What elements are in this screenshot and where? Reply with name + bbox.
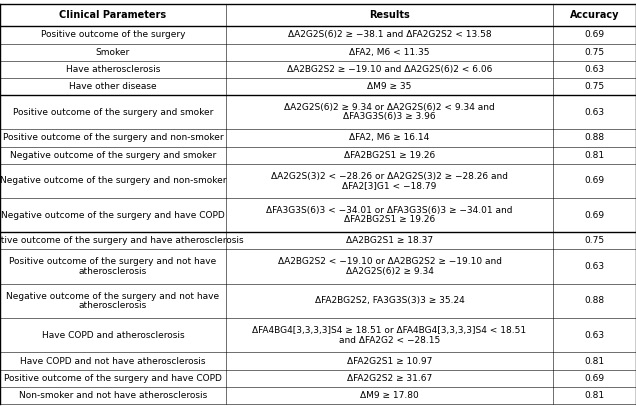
Text: ΔFA2BG2S1 ≥ 19.26: ΔFA2BG2S1 ≥ 19.26 [344, 151, 435, 160]
Text: Non-smoker and not have atherosclerosis: Non-smoker and not have atherosclerosis [19, 391, 207, 400]
Text: ΔFA2, M6 < 11.35: ΔFA2, M6 < 11.35 [349, 48, 430, 57]
Text: 0.69: 0.69 [584, 31, 605, 40]
Text: 0.88: 0.88 [584, 297, 605, 306]
Text: Smoker: Smoker [96, 48, 130, 57]
Text: ΔA2BG2S2 ≥ −19.10 and ΔA2G2S(6)2 < 6.06: ΔA2BG2S2 ≥ −19.10 and ΔA2G2S(6)2 < 6.06 [287, 65, 492, 74]
Text: ΔA2BG2S2 < −19.10 or ΔA2BG2S2 ≥ −19.10 and: ΔA2BG2S2 < −19.10 or ΔA2BG2S2 ≥ −19.10 a… [277, 257, 502, 266]
Text: Positive outcome of the surgery and smoker: Positive outcome of the surgery and smok… [13, 108, 213, 117]
Text: Positive outcome of the surgery and have atherosclerosis: Positive outcome of the surgery and have… [0, 236, 243, 245]
Text: 0.63: 0.63 [584, 262, 605, 271]
Text: Positive outcome of the surgery: Positive outcome of the surgery [41, 31, 185, 40]
Text: atherosclerosis: atherosclerosis [79, 301, 147, 310]
Text: Accuracy: Accuracy [570, 10, 619, 20]
Text: 0.63: 0.63 [584, 331, 605, 340]
Text: ΔM9 ≥ 35: ΔM9 ≥ 35 [368, 82, 411, 91]
Text: 0.75: 0.75 [584, 82, 605, 91]
Text: ΔFA2BG2S2, FA3G3S(3)3 ≥ 35.24: ΔFA2BG2S2, FA3G3S(3)3 ≥ 35.24 [315, 297, 464, 306]
Text: ΔM9 ≥ 17.80: ΔM9 ≥ 17.80 [360, 391, 419, 400]
Text: Clinical Parameters: Clinical Parameters [59, 10, 167, 20]
Text: 0.69: 0.69 [584, 176, 605, 185]
Text: ΔFA2, M6 ≥ 16.14: ΔFA2, M6 ≥ 16.14 [349, 133, 430, 142]
Text: 0.63: 0.63 [584, 108, 605, 117]
Text: 0.75: 0.75 [584, 48, 605, 57]
Text: atherosclerosis: atherosclerosis [79, 267, 147, 276]
Text: 0.81: 0.81 [584, 151, 605, 160]
Text: Results: Results [369, 10, 410, 20]
Text: ΔFA3G3S(6)3 ≥ 3.96: ΔFA3G3S(6)3 ≥ 3.96 [343, 113, 436, 122]
Text: ΔA2G2S(3)2 < −28.26 or ΔA2G2S(3)2 ≥ −28.26 and: ΔA2G2S(3)2 < −28.26 or ΔA2G2S(3)2 ≥ −28.… [271, 171, 508, 180]
Text: Have other disease: Have other disease [69, 82, 156, 91]
Text: ΔA2G2S(6)2 ≥ 9.34: ΔA2G2S(6)2 ≥ 9.34 [345, 267, 434, 276]
Text: ΔA2BG2S1 ≥ 18.37: ΔA2BG2S1 ≥ 18.37 [346, 236, 433, 245]
Text: Have COPD and not have atherosclerosis: Have COPD and not have atherosclerosis [20, 357, 205, 366]
Text: Negative outcome of the surgery and non-smoker: Negative outcome of the surgery and non-… [0, 176, 226, 185]
Text: 0.81: 0.81 [584, 357, 605, 366]
Text: Positive outcome of the surgery and not have: Positive outcome of the surgery and not … [10, 257, 216, 266]
Text: 0.75: 0.75 [584, 236, 605, 245]
Text: ΔFA4BG4[3,3,3,3]S4 ≥ 18.51 or ΔFA4BG4[3,3,3,3]S4 < 18.51: ΔFA4BG4[3,3,3,3]S4 ≥ 18.51 or ΔFA4BG4[3,… [252, 326, 527, 335]
Text: Positive outcome of the surgery and have COPD: Positive outcome of the surgery and have… [4, 374, 222, 383]
Text: 0.88: 0.88 [584, 133, 605, 142]
Text: and ΔFA2G2 < −28.15: and ΔFA2G2 < −28.15 [339, 336, 440, 345]
Text: 0.63: 0.63 [584, 65, 605, 74]
Text: 0.69: 0.69 [584, 211, 605, 220]
Text: ΔA2G2S(6)2 ≥ 9.34 or ΔA2G2S(6)2 < 9.34 and: ΔA2G2S(6)2 ≥ 9.34 or ΔA2G2S(6)2 < 9.34 a… [284, 103, 495, 112]
Text: ΔFA2G2S2 ≥ 31.67: ΔFA2G2S2 ≥ 31.67 [347, 374, 432, 383]
Text: 0.81: 0.81 [584, 391, 605, 400]
Text: Negative outcome of the surgery and not have: Negative outcome of the surgery and not … [6, 292, 219, 301]
Text: ΔFA2G2S1 ≥ 10.97: ΔFA2G2S1 ≥ 10.97 [347, 357, 432, 366]
Text: Have atherosclerosis: Have atherosclerosis [66, 65, 160, 74]
Text: ΔFA2[3]G1 < −18.79: ΔFA2[3]G1 < −18.79 [342, 181, 437, 190]
Text: 0.69: 0.69 [584, 374, 605, 383]
Text: ΔFA3G3S(6)3 < −34.01 or ΔFA3G3S(6)3 ≥ −34.01 and: ΔFA3G3S(6)3 < −34.01 or ΔFA3G3S(6)3 ≥ −3… [266, 206, 513, 215]
Text: Negative outcome of the surgery and have COPD: Negative outcome of the surgery and have… [1, 211, 225, 220]
Text: Negative outcome of the surgery and smoker: Negative outcome of the surgery and smok… [10, 151, 216, 160]
Text: ΔA2G2S(6)2 ≥ −38.1 and ΔFA2G2S2 < 13.58: ΔA2G2S(6)2 ≥ −38.1 and ΔFA2G2S2 < 13.58 [287, 31, 492, 40]
Text: Positive outcome of the surgery and non-smoker: Positive outcome of the surgery and non-… [3, 133, 223, 142]
Text: Have COPD and atherosclerosis: Have COPD and atherosclerosis [41, 331, 184, 340]
Text: ΔFA2BG2S1 ≥ 19.26: ΔFA2BG2S1 ≥ 19.26 [344, 215, 435, 224]
